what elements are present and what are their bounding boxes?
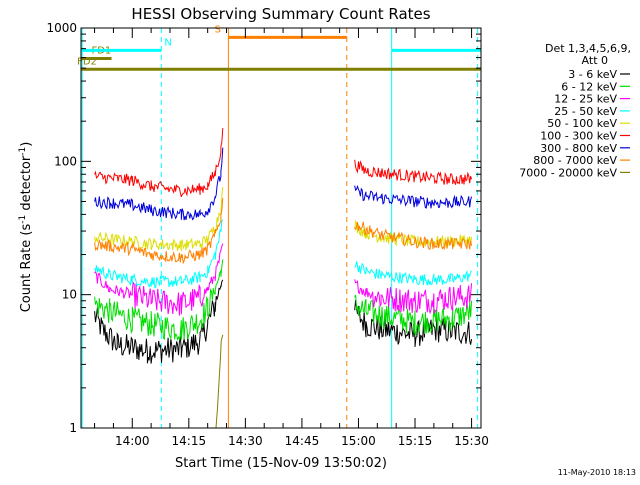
plot-area: FD1FD2NS110100100014:0014:1514:3014:4515… [46,21,488,448]
legend-label: 100 - 300 keV [540,130,617,143]
legend-header-line: Det 1,3,4,5,6,9, [545,42,631,55]
footer-date: 11-May-2010 18:13 [558,468,636,477]
state-bar-label: N [164,37,171,48]
legend-label: 300 - 800 keV [540,142,617,155]
series-line [94,127,473,198]
series-line [94,198,473,265]
x-tick-label: 14:00 [115,434,150,448]
state-bar-label: S [215,24,221,35]
y-tick-label: 10 [62,288,77,302]
legend-label: 25 - 50 keV [554,105,617,118]
series-line [94,259,473,342]
series-line [215,334,224,429]
legend-label: 12 - 25 keV [554,93,617,106]
legend-label: 800 - 7000 keV [533,154,617,167]
y-tick-label: 1 [69,421,77,435]
x-tick-label: 15:00 [341,434,376,448]
chart-title: HESSI Observing Summary Count Rates [131,5,430,23]
x-tick-label: 14:15 [172,434,207,448]
series-line [94,219,472,289]
legend-label: 6 - 12 keV [561,80,617,93]
x-tick-label: 14:45 [285,434,320,448]
x-axis-label: Start Time (15-Nov-09 13:50:02) [175,456,387,471]
legend-header-line: Att 0 [582,54,608,67]
y-axis-label-part: ) [19,142,34,147]
series-line [94,243,473,316]
legend-label: 3 - 6 keV [568,68,617,81]
legend-label: 50 - 100 keV [547,117,617,130]
y-axis-label: Count Rate (s-1 detector-1) [18,142,34,313]
x-tick-label: 14:30 [228,434,263,448]
y-axis-label-superscript: -1 [18,215,28,224]
y-axis-label-part: detector [19,155,34,215]
x-tick-label: 15:30 [454,434,489,448]
legend-label: 7000 - 20000 keV [519,166,617,179]
y-axis-label-part: Count Rate (s [19,224,34,313]
series-line [94,147,473,221]
state-bar-label: FD2 [77,56,97,67]
y-axis-label-superscript: -1 [18,147,28,156]
plot-frame [80,27,482,429]
y-tick-label: 100 [54,154,77,168]
y-tick-label: 1000 [46,21,77,35]
x-tick-label: 15:15 [398,434,433,448]
